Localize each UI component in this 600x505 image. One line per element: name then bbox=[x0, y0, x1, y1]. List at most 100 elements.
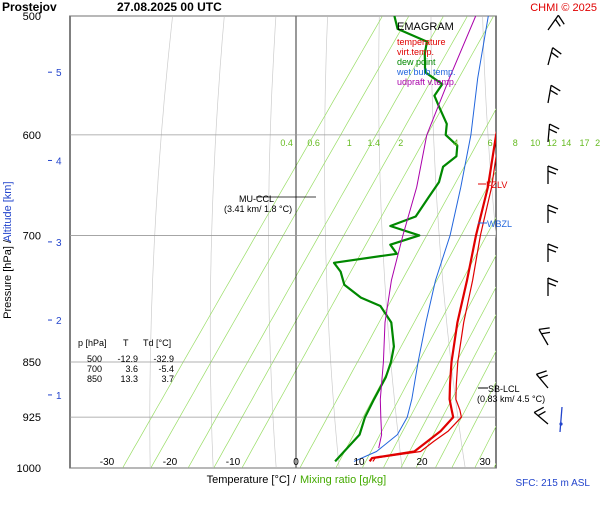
dry-adiabat bbox=[324, 16, 340, 468]
dry-adiabat bbox=[430, 16, 466, 468]
wind-barb bbox=[547, 243, 559, 262]
temp-tick-label: 0 bbox=[293, 457, 299, 468]
wind-barb-flag bbox=[548, 128, 558, 134]
table-cell: -32.9 bbox=[153, 354, 174, 364]
dry-adiabat bbox=[586, 16, 600, 468]
header-station: Prostejov bbox=[2, 0, 57, 14]
wind-barb bbox=[547, 84, 561, 104]
wind-barb-flag bbox=[554, 18, 561, 27]
legend-entry: temperature bbox=[397, 37, 446, 47]
mixing-ratio-label: 2 bbox=[398, 138, 403, 148]
table-cell: 13.3 bbox=[120, 374, 138, 384]
wind-barb bbox=[547, 14, 565, 31]
table-cell: -12.9 bbox=[117, 354, 138, 364]
wind-barb bbox=[533, 406, 549, 425]
wbzl-label: WBZL bbox=[487, 219, 512, 229]
temp-tick-label: -30 bbox=[100, 457, 115, 468]
mixing-ratio-line bbox=[299, 108, 496, 468]
table-cell: 850 bbox=[87, 374, 102, 384]
mixing-ratio-line bbox=[382, 254, 496, 468]
wind-barb-flag bbox=[547, 165, 559, 171]
wind-barb-flag bbox=[549, 89, 558, 96]
wind-barb-flag bbox=[547, 277, 559, 283]
mixing-ratio-label: 12 bbox=[547, 138, 557, 148]
header-datetime: 27.08.2025 00 UTC bbox=[117, 0, 222, 14]
wind-barb-flag bbox=[547, 243, 559, 249]
wind-barb bbox=[547, 47, 562, 66]
pressure-tick-label: 850 bbox=[23, 357, 41, 369]
header-credit: CHMI © 2025 bbox=[530, 2, 597, 14]
altitude-tick-label: 2 bbox=[56, 316, 62, 327]
wind-barb-staff bbox=[538, 329, 549, 346]
mixing-ratio-line bbox=[122, 16, 383, 468]
wind-barb-flag bbox=[533, 406, 545, 414]
wind-barb-flag bbox=[538, 327, 550, 331]
wind-barb-staff bbox=[547, 47, 554, 66]
pressure-tick-label: 1000 bbox=[17, 463, 41, 475]
temp-tick-label: 20 bbox=[416, 457, 428, 468]
wind-barb bbox=[547, 277, 559, 296]
mixing-ratio-line bbox=[361, 217, 496, 468]
mixing-ratio-line bbox=[187, 16, 444, 468]
wind-barb bbox=[538, 327, 551, 346]
mixing-ratio-label: 4 bbox=[453, 138, 458, 148]
xlabel-temperature: Temperature [°C] / bbox=[207, 474, 297, 486]
mixing-ratio-line bbox=[434, 350, 496, 468]
dry-adiabat bbox=[378, 16, 403, 468]
wind-barb-staff bbox=[547, 14, 559, 31]
mixing-ratio-line bbox=[400, 286, 496, 468]
mixing-ratio-label: 0.6 bbox=[307, 138, 320, 148]
sb-lcl-value: (0.83 km/ 4.5 °C) bbox=[477, 394, 545, 404]
mixing-ratio-label: 8 bbox=[513, 138, 518, 148]
wind-barb-flag bbox=[557, 14, 565, 25]
mixing-ratio-line bbox=[213, 16, 468, 468]
wind-barb-staff bbox=[535, 373, 549, 389]
series-line bbox=[378, 16, 477, 449]
sfc-label: SFC: 215 m ASL bbox=[516, 478, 591, 489]
wind-barb-flag bbox=[549, 123, 560, 130]
wind-barb-flag bbox=[537, 410, 546, 417]
dry-adiabat bbox=[209, 16, 225, 468]
dry-adiabat bbox=[268, 16, 277, 468]
mixing-ratio-label: 1 bbox=[347, 138, 352, 148]
ylabel-pressure: Pressure [hPa] / bbox=[2, 239, 14, 319]
legend-entry: wet bulb temp. bbox=[396, 67, 456, 77]
series-line bbox=[368, 130, 496, 463]
fzlv-label: FZLV bbox=[486, 180, 507, 190]
xlabel-mixing: Mixing ratio [g/kg] bbox=[300, 474, 386, 486]
table-cell: 3.6 bbox=[125, 364, 138, 374]
mixing-ratio-label: 17 bbox=[580, 138, 590, 148]
wind-barb-flag bbox=[547, 170, 557, 175]
altitude-tick-label: 5 bbox=[56, 68, 62, 79]
wind-barb-flag bbox=[539, 374, 548, 379]
table-header: Td [°C] bbox=[143, 338, 171, 348]
wind-barb-flag bbox=[550, 51, 559, 58]
mixing-ratio-label: 0.4 bbox=[280, 138, 293, 148]
series-line bbox=[332, 16, 459, 463]
legend-entry: udpraft v.temp. bbox=[397, 77, 456, 87]
pressure-tick-label: 700 bbox=[23, 230, 41, 242]
temp-tick-label: -20 bbox=[163, 457, 178, 468]
wind-barb-flag bbox=[547, 248, 557, 253]
wind-barb bbox=[547, 204, 559, 223]
wind-barb-staff bbox=[547, 124, 551, 143]
table-cell: 3.7 bbox=[161, 374, 174, 384]
sb-lcl-label: SB-LCL bbox=[488, 384, 520, 394]
temp-tick-label: -10 bbox=[226, 457, 241, 468]
mixing-ratio-line bbox=[241, 16, 494, 468]
wind-barb-staff bbox=[533, 411, 549, 425]
mixing-ratio-label: 6 bbox=[488, 138, 493, 148]
wind-barb-flag bbox=[536, 370, 547, 375]
altitude-tick-label: 3 bbox=[56, 238, 62, 249]
pressure-tick-label: 925 bbox=[23, 412, 41, 424]
table-header: T bbox=[123, 338, 129, 348]
mixing-ratio-line bbox=[415, 314, 496, 468]
wind-barb-flag bbox=[547, 204, 559, 210]
series-line bbox=[372, 152, 496, 462]
ylabel-altitude: Altitude [km] bbox=[2, 181, 14, 242]
table-cell: -5.4 bbox=[158, 364, 174, 374]
pressure-tick-label: 600 bbox=[23, 130, 41, 142]
mixing-ratio-label: 1.4 bbox=[368, 138, 381, 148]
pressure-tick-label: 500 bbox=[23, 11, 41, 23]
